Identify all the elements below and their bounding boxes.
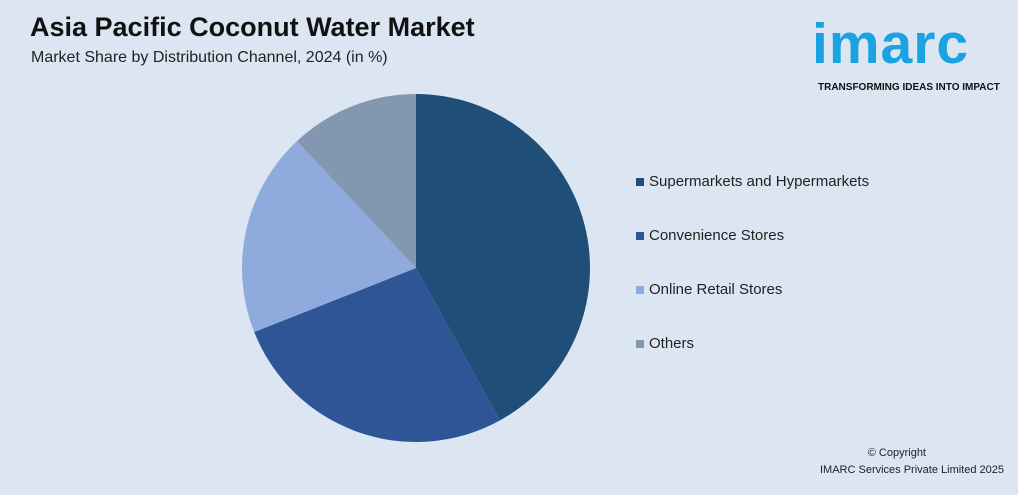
legend-swatch	[636, 178, 644, 186]
copyright-company: IMARC Services Private Limited 2025	[819, 464, 1004, 476]
imarc-logo: imarc TRANSFORMING IDEAS INTO IMPACT	[812, 12, 1008, 96]
copyright-notice: © Copyright IMARC Services Private Limit…	[820, 445, 1004, 479]
logo-tagline: TRANSFORMING IDEAS INTO IMPACT	[818, 82, 1000, 93]
legend-label: Convenience Stores	[649, 227, 785, 244]
legend-item: Supermarkets and Hypermarkets	[636, 173, 869, 227]
legend-swatch	[636, 232, 644, 240]
chart-legend: Supermarkets and Hypermarkets Convenience…	[636, 173, 869, 389]
chart-title: Asia Pacific Coconut Water Market	[30, 12, 475, 42]
copyright-line: © Copyright	[867, 447, 926, 459]
logo-wordmark: imarc	[812, 12, 970, 76]
legend-swatch	[636, 286, 644, 294]
pie-slice-others	[296, 94, 416, 268]
pie-slice-convenience-stores	[254, 268, 500, 442]
legend-swatch	[636, 340, 644, 348]
legend-item: Others	[636, 335, 869, 389]
legend-item: Convenience Stores	[636, 227, 869, 281]
pie-slice-online-retail-stores	[242, 141, 416, 333]
legend-label: Online Retail Stores	[649, 281, 783, 298]
pie-chart	[242, 94, 590, 442]
legend-label: Others	[649, 335, 695, 352]
chart-subtitle: Market Share by Distribution Channel, 20…	[31, 49, 388, 66]
legend-label: Supermarkets and Hypermarkets	[649, 173, 870, 190]
pie-slice-supermarkets-and-hypermarkets	[416, 94, 590, 421]
legend-item: Online Retail Stores	[636, 281, 869, 335]
